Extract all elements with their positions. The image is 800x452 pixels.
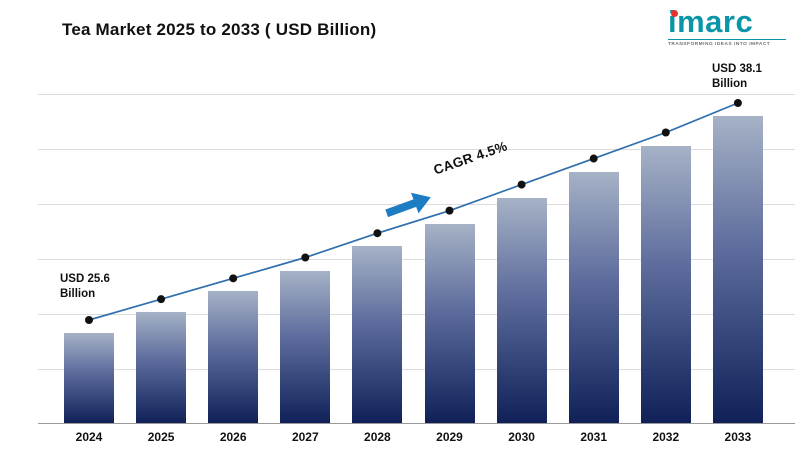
chart-title: Tea Market 2025 to 2033 ( USD Billion) — [62, 20, 377, 39]
x-axis-label-2024: 2024 — [75, 430, 103, 444]
bar-2031 — [568, 171, 619, 423]
x-axis-label-2032: 2032 — [652, 430, 680, 444]
bar-2029 — [424, 223, 475, 423]
gridline — [38, 94, 795, 95]
bar-2024 — [64, 333, 114, 423]
bar-2026 — [208, 291, 259, 423]
x-axis-label-2030: 2030 — [508, 430, 535, 444]
x-axis-line — [38, 423, 795, 424]
x-axis-label-2027: 2027 — [291, 430, 319, 444]
imarc-logo-tagline: TRANSFORMING IDEAS INTO IMPACT — [668, 39, 786, 47]
trend-marker-2030 — [517, 180, 526, 189]
imarc-logo-text: imarc — [668, 4, 754, 39]
x-axis-label-2033: 2033 — [724, 430, 752, 444]
bar-2025 — [136, 312, 187, 423]
bar-2030 — [496, 197, 547, 423]
trend-marker-2026 — [229, 274, 238, 283]
annotation-end-value: USD 38.1 Billion — [712, 63, 762, 90]
plot-area — [38, 88, 795, 424]
annotation-start-value: USD 25.6 Billion — [60, 273, 110, 300]
x-axis-label-2025: 2025 — [147, 430, 175, 444]
x-axis-label-2031: 2031 — [580, 430, 608, 444]
imarc-logo-dot-icon — [671, 10, 678, 17]
trend-marker-2028 — [373, 229, 382, 238]
gridline — [38, 369, 795, 370]
bar-2032 — [640, 145, 691, 423]
bar-2027 — [280, 270, 331, 423]
trend-marker-2024 — [85, 316, 93, 324]
trend-marker-2029 — [445, 206, 454, 215]
bar-2033 — [712, 116, 763, 423]
trend-marker-2032 — [661, 128, 670, 137]
trend-marker-2025 — [157, 295, 166, 304]
bar-2028 — [352, 246, 403, 423]
imarc-logo: imarc TRANSFORMING IDEAS INTO IMPACT — [668, 6, 786, 47]
x-axis-label-2029: 2029 — [436, 430, 463, 444]
x-axis-label-2028: 2028 — [364, 430, 391, 444]
trend-marker-2033 — [733, 99, 742, 107]
trend-marker-2027 — [301, 253, 310, 262]
trend-marker-2031 — [589, 154, 598, 163]
cagr-arrow-icon — [382, 185, 438, 231]
x-axis-label-2026: 2026 — [219, 430, 247, 444]
